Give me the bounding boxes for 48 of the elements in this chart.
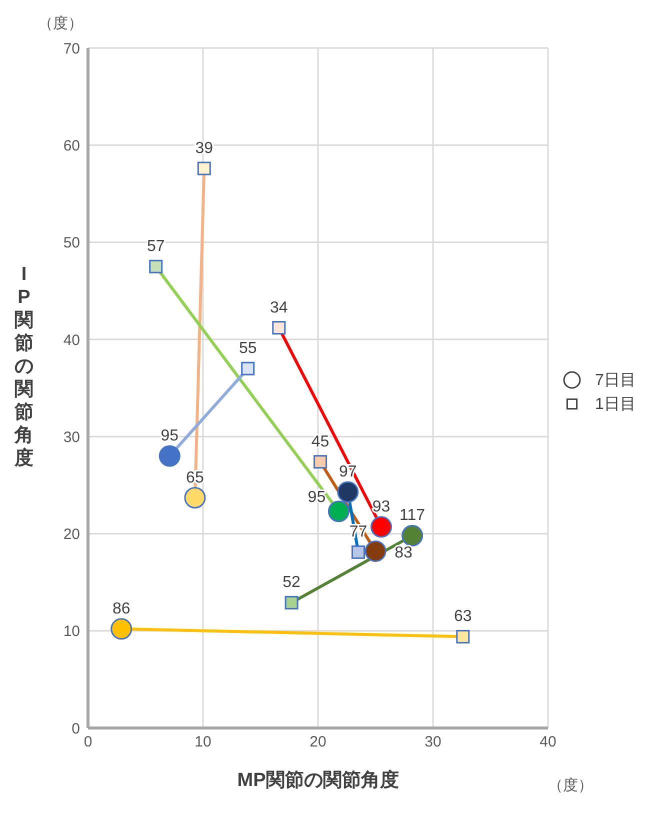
x-tick-label: 30 <box>424 734 442 751</box>
annotation: 86 <box>112 600 130 618</box>
point <box>402 524 424 546</box>
point <box>456 630 470 644</box>
point <box>149 260 163 274</box>
point <box>110 618 132 640</box>
annotation: 34 <box>270 299 288 316</box>
point <box>314 455 328 469</box>
x-tick-label: 20 <box>310 734 326 751</box>
point <box>328 500 350 522</box>
y-tick-label: 30 <box>63 428 80 446</box>
annotation: 63 <box>454 608 472 626</box>
annotation: 52 <box>282 574 301 592</box>
x-tick-label: 40 <box>540 734 556 751</box>
annotation: 93 <box>372 498 390 516</box>
point <box>284 596 298 610</box>
annotation: 95 <box>160 428 179 444</box>
annotation: 45 <box>311 433 330 450</box>
y-tick-label: 20 <box>63 526 80 544</box>
point <box>364 540 386 562</box>
point <box>370 516 392 538</box>
annotation: 55 <box>238 340 257 358</box>
x-tick-label: 10 <box>194 734 212 751</box>
point <box>241 362 255 376</box>
y-tick-label: 70 <box>63 40 80 58</box>
annotation: 39 <box>195 140 214 157</box>
point <box>272 321 286 335</box>
x-tick-label: 0 <box>84 734 92 751</box>
annotation: 117 <box>400 507 426 524</box>
y-tick-label: 40 <box>63 332 80 349</box>
point <box>337 481 359 503</box>
point <box>197 162 211 176</box>
y-tick-label: 50 <box>63 234 80 252</box>
annotation: 57 <box>146 238 165 256</box>
text: （度） <box>38 14 83 33</box>
text: （度） <box>548 776 593 795</box>
y-tick-label: 10 <box>63 623 80 640</box>
y-tick-label: 0 <box>72 720 80 738</box>
x-axis-title: MP関節の関節角度 <box>237 769 399 791</box>
annotation: 83 <box>394 544 412 562</box>
point <box>184 487 206 509</box>
point <box>158 445 180 467</box>
text: 7日目 <box>595 370 636 390</box>
text: IP関節の関節角度 <box>14 264 34 469</box>
text: 1日目 <box>595 394 636 414</box>
point <box>352 545 365 559</box>
annotation: 95 <box>308 488 326 506</box>
y-tick-label: 60 <box>63 137 80 154</box>
